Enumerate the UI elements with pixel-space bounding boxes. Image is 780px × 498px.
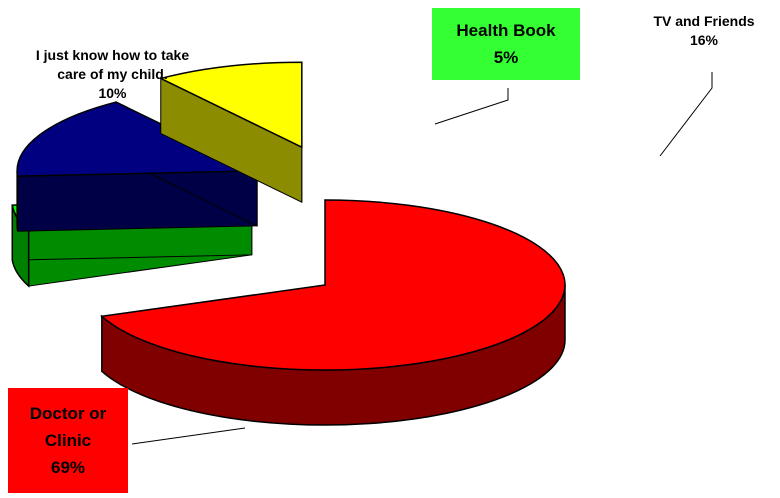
category-label: I just know how to take care of my child… xyxy=(35,47,190,82)
data-label: TV and Friends 16% xyxy=(634,12,774,50)
category-label: Health Book xyxy=(456,20,556,40)
value-label: 16% xyxy=(689,31,719,48)
slice xyxy=(16,101,258,232)
value-label: 69% xyxy=(50,458,86,478)
value-label: 5% xyxy=(493,48,519,67)
slice xyxy=(100,199,566,426)
slice-top xyxy=(158,61,303,149)
data-label: Health Book 5% xyxy=(432,8,580,80)
value-label: 10% xyxy=(98,84,127,101)
category-label: Doctor or Clinic xyxy=(29,403,107,450)
leader-line xyxy=(131,427,246,445)
slice-top xyxy=(100,199,566,371)
data-label: Doctor or Clinic 69% xyxy=(8,388,128,493)
slice-top xyxy=(16,101,258,177)
leader-line xyxy=(659,72,713,157)
category-label: TV and Friends xyxy=(653,13,755,29)
data-label: I just know how to take care of my child… xyxy=(10,46,215,103)
slice xyxy=(158,61,303,204)
leader-line xyxy=(434,88,509,125)
